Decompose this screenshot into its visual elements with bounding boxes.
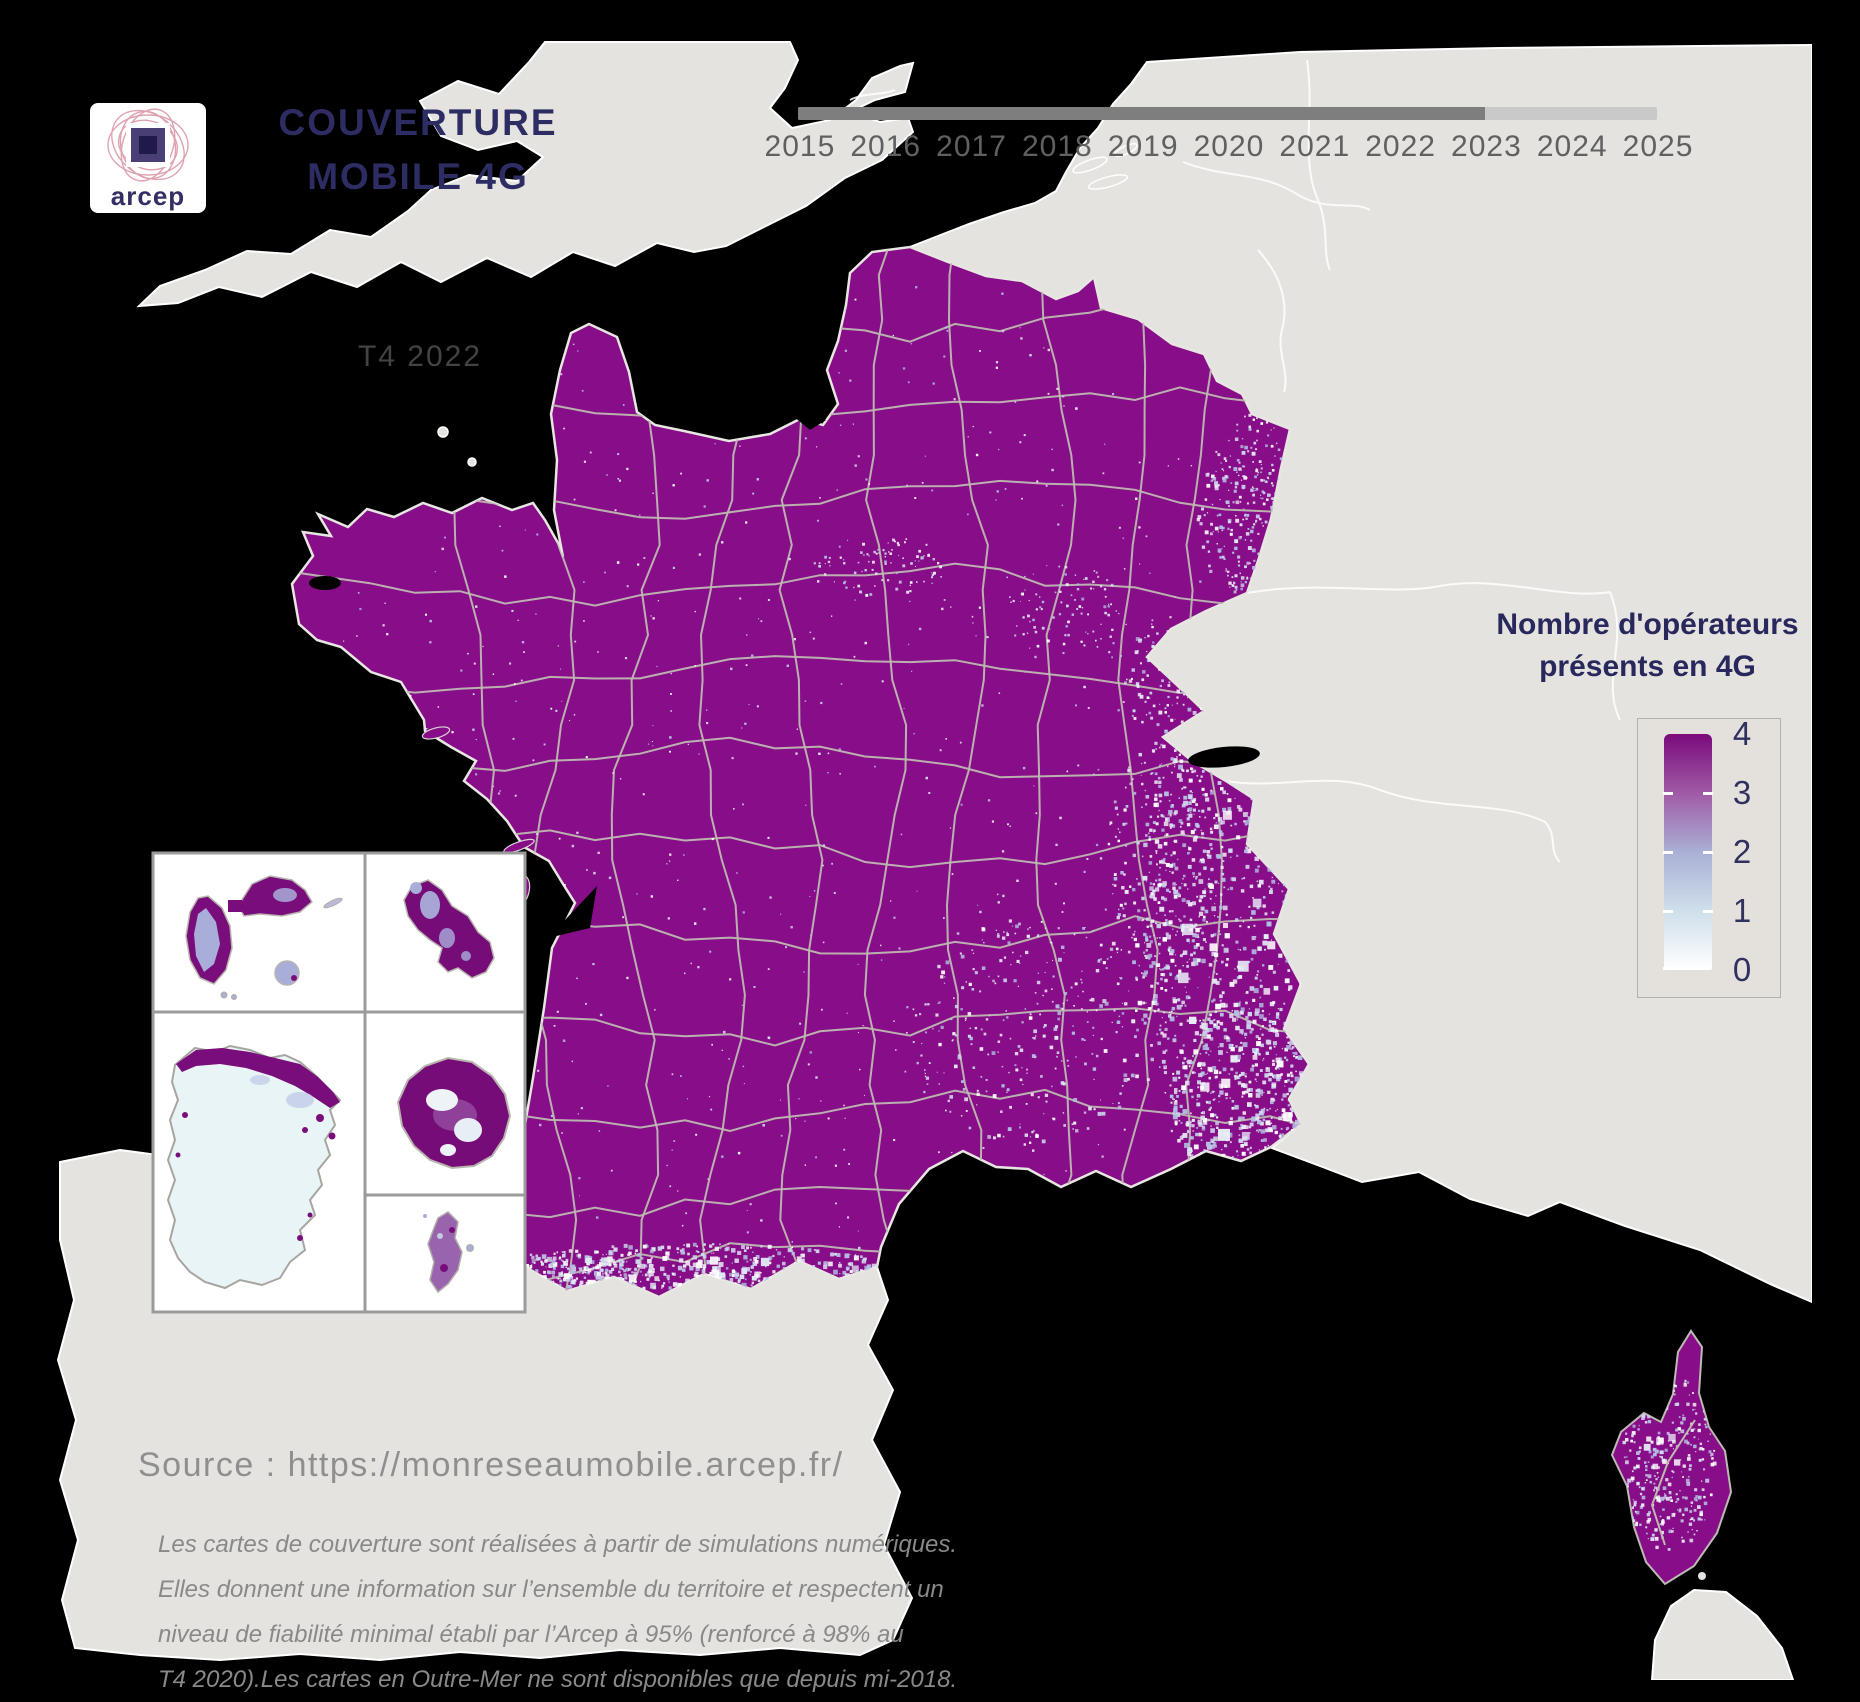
year-label[interactable]: 2018 [1021,130,1093,163]
timeline-years: 2015 2016 2017 2018 2019 2020 2021 2022 2023 2024… [757,130,1701,164]
year-label[interactable]: 2019 [1107,130,1179,163]
year-label[interactable]: 2020 [1193,130,1265,163]
legend-title-line2: présents en 4G [1539,650,1756,683]
inset-mayotte [423,1211,474,1294]
legend-tick [1663,910,1673,913]
inset-reunion [396,1056,512,1170]
legend-tick [1663,792,1673,795]
country-borders [849,59,1621,863]
timeline-progress [798,107,1486,120]
disclaimer-line: Les cartes de couverture sont réalisées … [158,1531,958,1558]
inset-martinique [403,879,495,979]
year-label[interactable]: 2017 [936,130,1007,163]
legend-scale-label: 0 [1732,951,1752,988]
map-england-land [136,41,915,308]
page-title-line1: COUVERTURE [278,102,558,143]
legend-scale-label: 4 [1732,715,1752,752]
legend-tick [1663,851,1673,854]
legend-scale-label: 3 [1732,774,1752,811]
year-label[interactable]: 2024 [1536,130,1608,163]
year-label[interactable]: 2022 [1365,130,1436,163]
page-title: COUVERTURE MOBILE 4G [246,96,590,204]
timeline-slider[interactable] [798,107,1657,120]
corsica-border-line [1650,1419,1696,1546]
legend-title: Nombre d'opérateurs présents en 4G [1490,604,1805,688]
department-border-line [292,562,1309,607]
department-border-line [1034,247,1077,1297]
department-border-line [292,655,1309,695]
department-border-line [1109,247,1159,1297]
disclaimer-text: Les cartes de couverture sont réalisées … [158,1522,988,1702]
department-borders [292,247,1309,1297]
legend-tick [1703,910,1713,913]
arcep-logo-text: arcep [110,181,186,211]
map-sardinia-land [1650,1588,1795,1680]
inset-guyane [166,1044,342,1290]
year-label[interactable]: 2025 [1622,130,1694,163]
year-label[interactable]: 2023 [1451,130,1522,163]
legend-tick [1703,851,1713,854]
year-label[interactable]: 2015 [764,130,836,163]
legend-tick [1703,792,1713,795]
overseas-insets [151,851,527,1314]
legend-tick [1663,967,1673,970]
year-label[interactable]: 2021 [1279,130,1351,163]
arcep-logo-icon [107,108,189,182]
inset-guadeloupe [185,875,343,1000]
legend-title-line1: Nombre d'opérateurs [1496,608,1799,641]
disclaimer-line: niveau de fiabilité minimal établi par l… [158,1621,904,1648]
arcep-logo: arcep [90,103,206,213]
corsica-speckles [1622,1378,1717,1551]
legend-scale-label: 1 [1732,892,1752,929]
sea-right-strip [1812,0,1860,1680]
year-label[interactable]: 2016 [850,130,922,163]
period-label: T4 2022 [357,340,483,373]
legend-box: 4 3 2 1 0 [1637,715,1781,998]
map-small-islands [437,143,1138,467]
disclaimer-line: Elles donnent une information sur l’ense… [158,1576,944,1603]
page-title-line2: MOBILE 4G [307,156,529,197]
source-link[interactable]: Source : https://monreseaumobile.arcep.f… [138,1446,844,1484]
map-water-details [309,416,1260,938]
map-islet [1698,1572,1706,1580]
legend-scale-label: 2 [1732,833,1752,870]
